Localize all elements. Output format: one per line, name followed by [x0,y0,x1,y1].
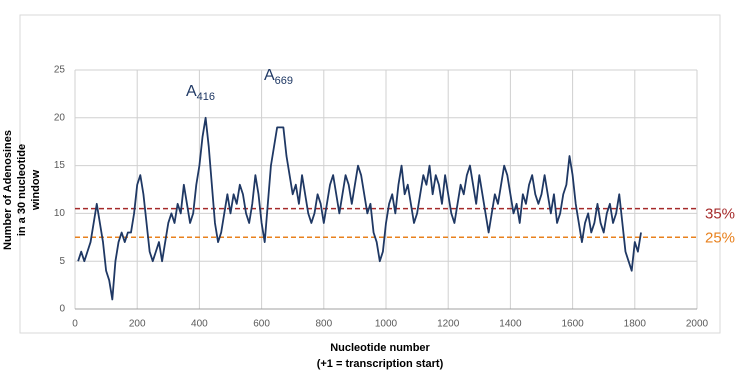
x-tick-label: 800 [315,319,332,330]
y-axis-title: Number of Adenosines [2,130,14,250]
x-tick-label: 400 [191,319,208,330]
x-axis-title: (+1 = transcription start) [317,358,444,370]
y-tick-label: 0 [59,304,65,315]
chart-frame [19,14,721,334]
annotation-subscript: 669 [275,75,293,87]
x-tick-label: 1400 [499,319,522,330]
annotation-letter: A [264,67,275,84]
y-axis-title: in a 30 nucleotide [16,144,28,236]
x-tick-label: 200 [129,319,146,330]
x-tick-label: 600 [253,319,270,330]
annotation-subscript: 416 [197,91,215,103]
reference-label: 35% [705,206,735,223]
x-tick-label: 2000 [686,319,709,330]
x-tick-label: 1200 [437,319,460,330]
annotation: A416 [186,83,215,103]
x-axis-title: Nucleotide number [330,342,430,354]
y-tick-label: 25 [54,65,66,76]
annotation: A669 [264,67,293,87]
y-tick-label: 5 [59,256,65,267]
y-tick-label: 10 [54,208,66,219]
y-tick-label: 20 [54,112,66,123]
x-tick-label: 1800 [624,319,647,330]
y-tick-label: 15 [54,160,66,171]
x-tick-label: 1600 [561,319,584,330]
reference-label: 25% [705,229,735,246]
x-tick-label: 0 [72,319,78,330]
x-tick-label: 1000 [375,319,398,330]
data-line [77,116,642,301]
y-axis-title: window [30,169,42,211]
annotation-letter: A [186,83,197,100]
